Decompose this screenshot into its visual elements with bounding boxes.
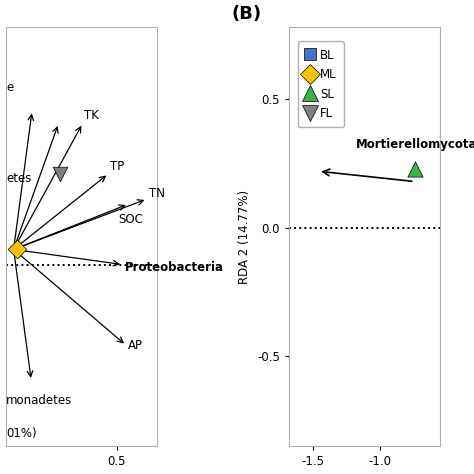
Text: Proteobacteria: Proteobacteria: [125, 261, 224, 273]
Text: SOC: SOC: [118, 213, 143, 226]
Point: [13, 246, 20, 253]
Text: TK: TK: [84, 109, 99, 122]
Text: e: e: [6, 82, 14, 94]
Text: TN: TN: [149, 187, 165, 201]
Text: etes: etes: [6, 172, 32, 185]
Legend: BL, ML, SL, FL: BL, ML, SL, FL: [298, 42, 344, 127]
Text: (B): (B): [231, 5, 262, 23]
Text: Mortierellomycota: Mortierellomycota: [356, 137, 474, 151]
Text: TP: TP: [110, 160, 124, 173]
Y-axis label: RDA 2 (14.77%): RDA 2 (14.77%): [238, 190, 251, 284]
Text: monadetes: monadetes: [6, 394, 73, 408]
Point: [56, 170, 64, 177]
Point: [411, 165, 419, 173]
Text: AP: AP: [128, 339, 143, 352]
Text: 01%): 01%): [6, 427, 37, 440]
